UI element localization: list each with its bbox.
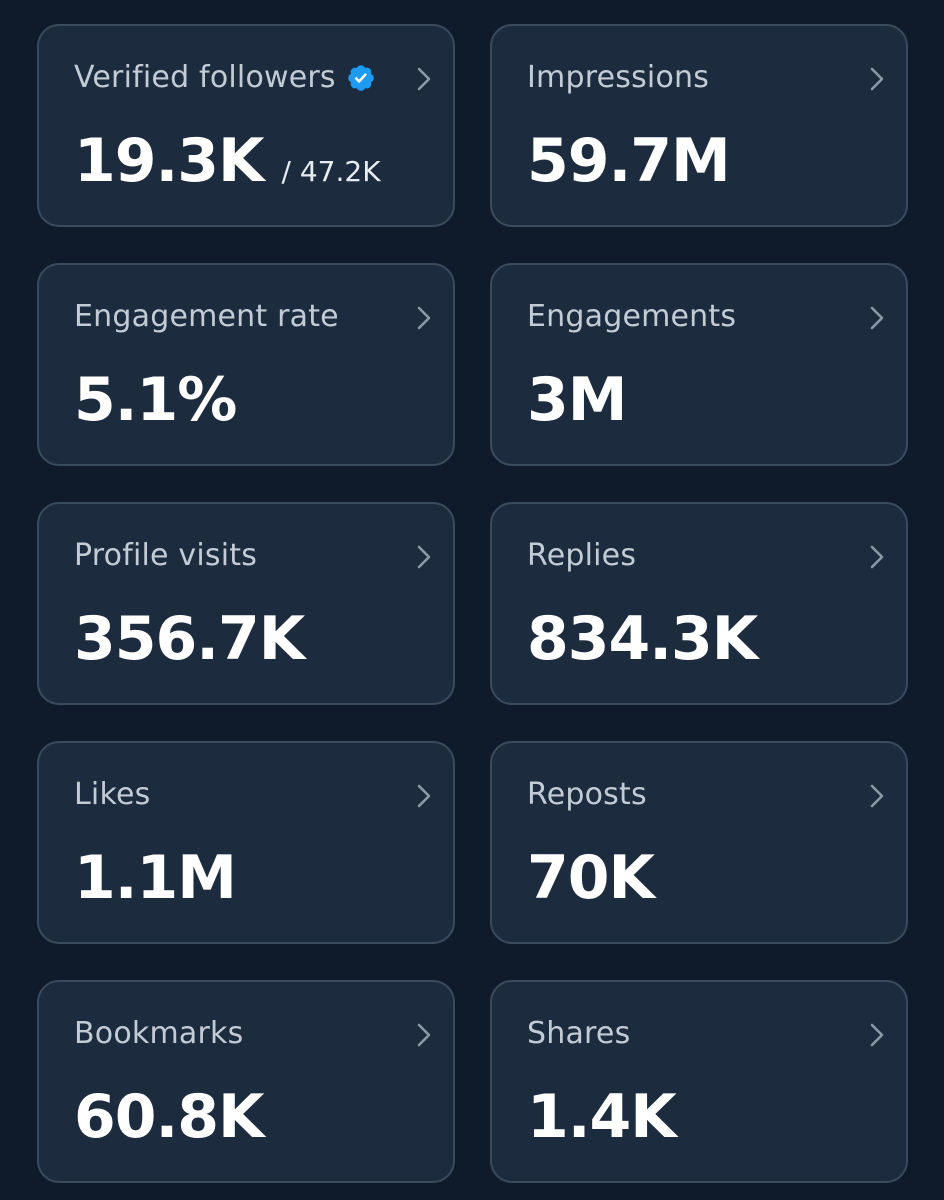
metric-card-likes[interactable]: Likes 1.1M: [37, 741, 455, 944]
metric-card-impressions[interactable]: Impressions 59.7M: [490, 24, 908, 227]
chevron-right-icon: [870, 545, 884, 569]
metric-label-wrap: Bookmarks: [74, 1016, 243, 1051]
metric-label-wrap: Replies: [527, 538, 636, 573]
metric-card-bookmarks[interactable]: Bookmarks 60.8K: [37, 980, 455, 1183]
metric-total: / 47.2K: [281, 155, 381, 188]
metric-value-row: 3M: [527, 365, 627, 435]
metric-label: Impressions: [527, 60, 710, 95]
metric-value: 1.1M: [74, 843, 237, 913]
metric-card-profile-visits[interactable]: Profile visits 356.7K: [37, 502, 455, 705]
metric-value: 70K: [527, 843, 655, 913]
metric-label: Verified followers: [74, 60, 336, 95]
metric-label: Bookmarks: [74, 1016, 244, 1051]
chevron-right-icon: [870, 306, 884, 330]
metric-value: 834.3K: [527, 604, 758, 674]
chevron-right-icon: [870, 784, 884, 808]
metric-card-verified-followers[interactable]: Verified followers 19.3K / 47.2K: [37, 24, 455, 227]
metric-label-wrap: Shares: [527, 1016, 630, 1051]
metrics-grid: Verified followers 19.3K / 47.2K Impress…: [37, 24, 908, 1183]
metric-label: Profile visits: [74, 538, 258, 573]
metric-card-shares[interactable]: Shares 1.4K: [490, 980, 908, 1183]
metric-card-engagements[interactable]: Engagements 3M: [490, 263, 908, 466]
metric-value-row: 356.7K: [74, 604, 305, 674]
metric-value-row: 70K: [527, 843, 655, 913]
metric-label: Likes: [74, 777, 151, 812]
metric-label: Engagement rate: [74, 299, 339, 334]
metric-value: 19.3K: [74, 126, 265, 196]
metric-label-wrap: Engagements: [527, 299, 736, 334]
metric-label: Shares: [527, 1016, 631, 1051]
metric-value-row: 60.8K: [74, 1082, 265, 1152]
metric-label-wrap: Impressions: [527, 60, 709, 95]
chevron-right-icon: [417, 784, 431, 808]
metric-value: 5.1%: [74, 365, 237, 435]
metric-label-wrap: Reposts: [527, 777, 647, 812]
chevron-right-icon: [870, 1023, 884, 1047]
chevron-right-icon: [417, 1023, 431, 1047]
metric-value-row: 59.7M: [527, 126, 731, 196]
metric-value: 59.7M: [527, 126, 731, 196]
metric-value-row: 834.3K: [527, 604, 758, 674]
chevron-right-icon: [870, 67, 884, 91]
chevron-right-icon: [417, 306, 431, 330]
metric-label: Engagements: [527, 299, 737, 334]
metric-label: Replies: [527, 538, 637, 573]
metric-label-wrap: Likes: [74, 777, 150, 812]
metric-card-engagement-rate[interactable]: Engagement rate 5.1%: [37, 263, 455, 466]
chevron-right-icon: [417, 545, 431, 569]
metric-value-row: 5.1%: [74, 365, 237, 435]
metric-value-row: 19.3K / 47.2K: [74, 126, 381, 196]
metric-card-reposts[interactable]: Reposts 70K: [490, 741, 908, 944]
chevron-right-icon: [417, 67, 431, 91]
metric-value-row: 1.1M: [74, 843, 237, 913]
metric-card-replies[interactable]: Replies 834.3K: [490, 502, 908, 705]
metric-value: 3M: [527, 365, 627, 435]
metric-value: 356.7K: [74, 604, 305, 674]
metric-value: 1.4K: [527, 1082, 677, 1152]
metric-label-wrap: Engagement rate: [74, 299, 339, 334]
metric-label: Reposts: [527, 777, 647, 812]
metric-value: 60.8K: [74, 1082, 265, 1152]
metric-label-wrap: Verified followers: [74, 60, 376, 95]
metric-label-wrap: Profile visits: [74, 538, 257, 573]
metric-value-row: 1.4K: [527, 1082, 677, 1152]
verified-badge-icon: [347, 64, 374, 91]
